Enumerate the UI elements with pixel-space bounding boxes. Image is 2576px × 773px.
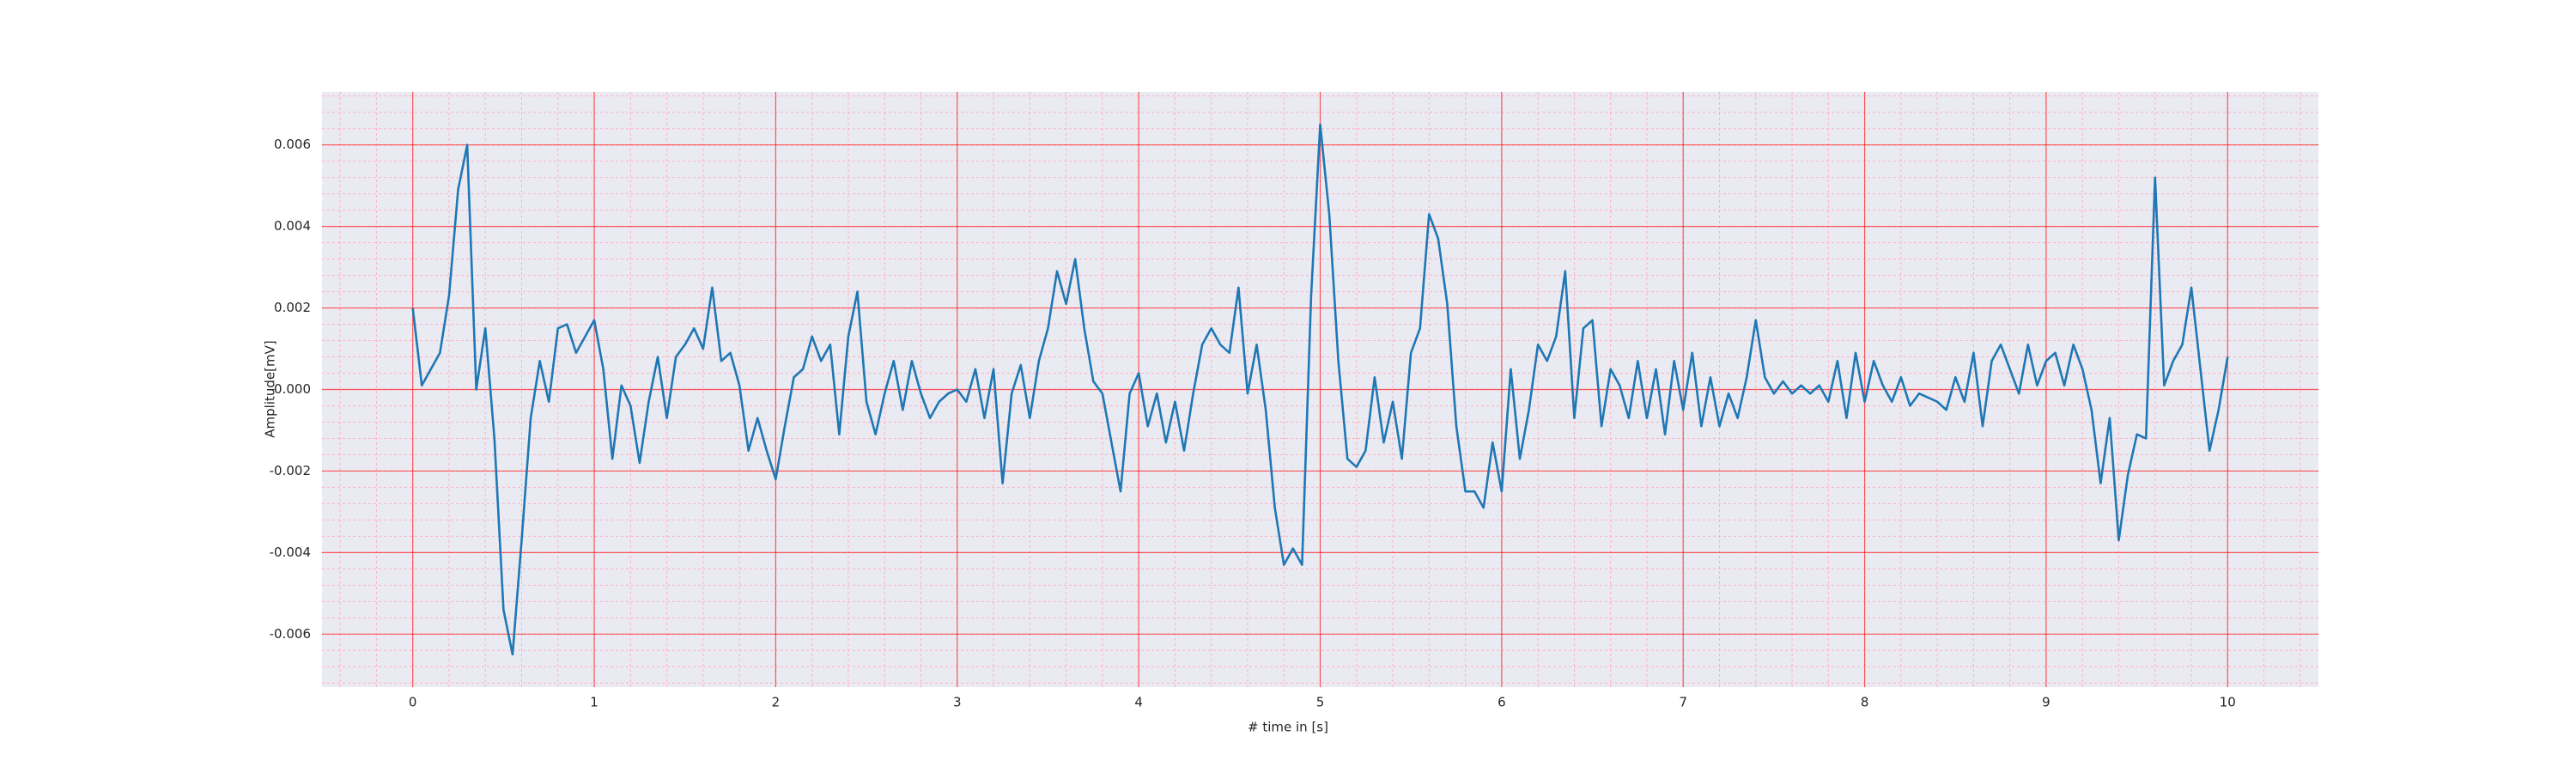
x-tick-label: 3 bbox=[953, 695, 962, 710]
y-tick-label: 0.004 bbox=[274, 218, 311, 234]
x-tick-label: 5 bbox=[1316, 695, 1325, 710]
x-tick-label: 1 bbox=[590, 695, 598, 710]
signal-line bbox=[411, 123, 2229, 656]
y-tick-label: -0.004 bbox=[270, 545, 311, 560]
x-tick-label: 9 bbox=[2042, 695, 2050, 710]
x-tick-label: 8 bbox=[1861, 695, 1869, 710]
y-tick-label: -0.006 bbox=[270, 626, 311, 642]
x-tick-label: 10 bbox=[2220, 695, 2236, 710]
y-tick-label: 0.002 bbox=[274, 300, 311, 315]
x-tick-label: 7 bbox=[1679, 695, 1687, 710]
y-tick-label: -0.002 bbox=[270, 463, 311, 478]
y-tick-label: 0.000 bbox=[274, 381, 311, 397]
y-tick-label: 0.006 bbox=[274, 137, 311, 152]
x-tick-label: 4 bbox=[1134, 695, 1143, 710]
x-tick-label: 0 bbox=[409, 695, 417, 710]
x-tick-label: 6 bbox=[1498, 695, 1506, 710]
x-tick-label: 2 bbox=[772, 695, 781, 710]
y-axis-label: Amplitude[mV] bbox=[263, 340, 278, 437]
x-axis-label: # time in [s] bbox=[1248, 720, 1328, 735]
